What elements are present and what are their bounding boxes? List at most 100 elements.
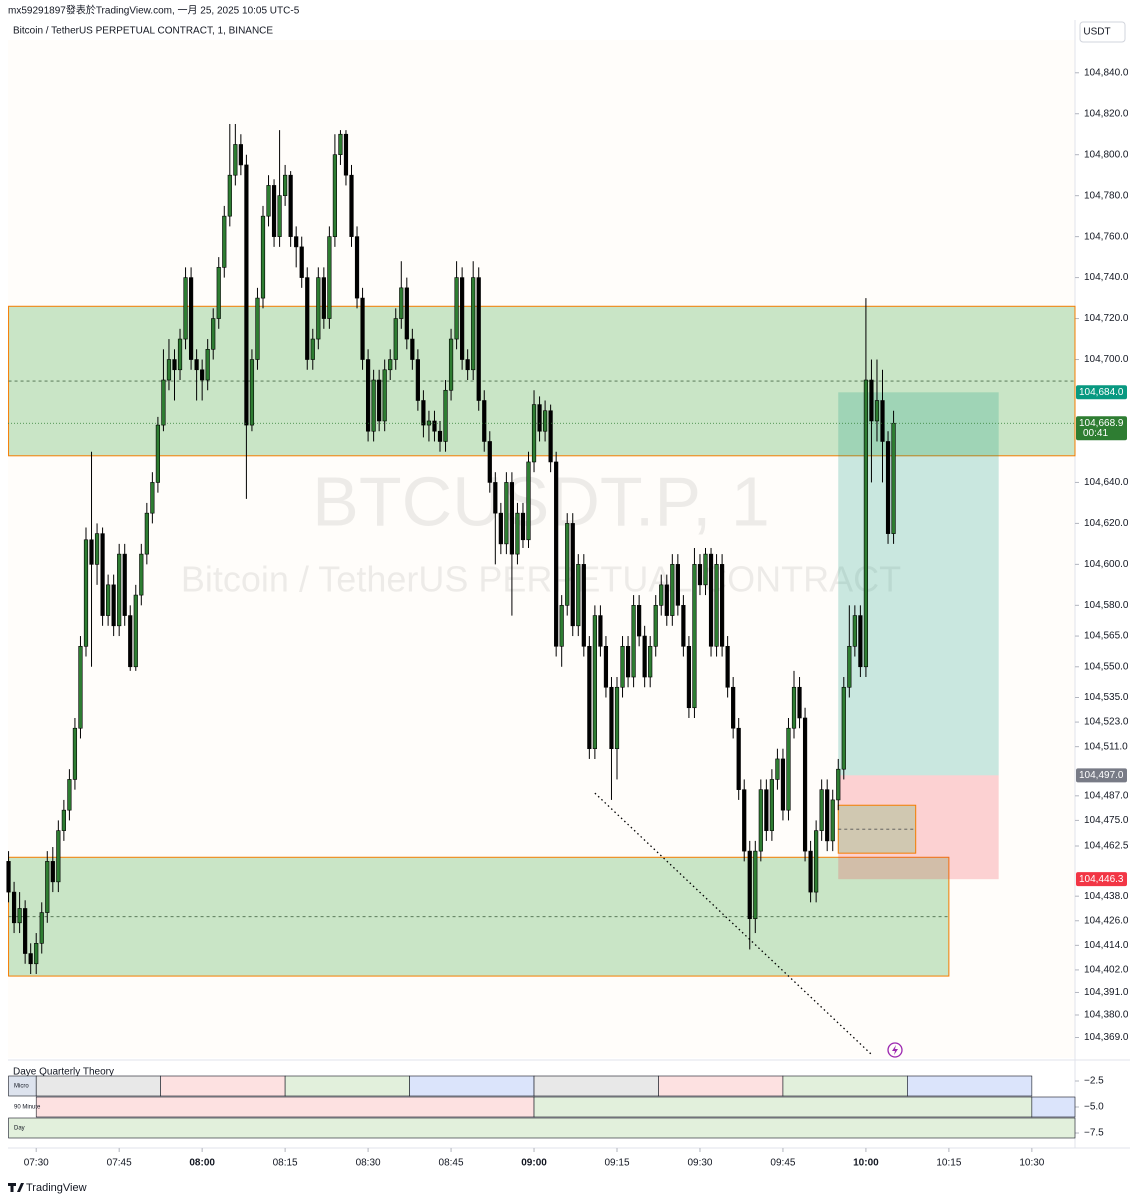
candle-body bbox=[332, 154, 338, 237]
quarter-segment bbox=[1031, 1096, 1076, 1118]
candle-body bbox=[89, 539, 94, 565]
candle-body bbox=[288, 174, 293, 237]
candle-body bbox=[139, 553, 144, 596]
candle-body bbox=[61, 809, 66, 831]
candle-body bbox=[305, 277, 310, 360]
candle-body bbox=[802, 717, 808, 852]
candle-body bbox=[94, 533, 100, 565]
candle-body bbox=[841, 686, 846, 770]
candle-body bbox=[797, 686, 802, 719]
candle-body bbox=[271, 185, 277, 237]
price-label-box bbox=[1076, 872, 1127, 887]
candle-body bbox=[614, 686, 620, 750]
candle-body bbox=[144, 512, 149, 555]
candle-body bbox=[758, 789, 763, 852]
candle-body bbox=[692, 564, 697, 709]
y-tick-label: 104,840.0 bbox=[1084, 67, 1129, 78]
candle-body bbox=[28, 953, 33, 965]
currency[interactable]: USDT bbox=[1083, 27, 1110, 38]
x-tick-label: 08:45 bbox=[439, 1158, 464, 1169]
candle-body bbox=[56, 830, 61, 883]
x-tick-label: 09:30 bbox=[687, 1158, 712, 1169]
candle-body bbox=[227, 174, 232, 217]
candle-body bbox=[415, 359, 420, 401]
trendline bbox=[594, 792, 873, 1056]
y-tick-label: 104,600.0 bbox=[1084, 559, 1129, 570]
candle-body bbox=[17, 908, 22, 924]
candle-body bbox=[659, 584, 664, 606]
y-tick-label: 104,487.0 bbox=[1084, 790, 1129, 801]
row-label: Day bbox=[14, 1126, 25, 1132]
indicator-tick-label: −7.5 bbox=[1084, 1128, 1104, 1139]
candle-body bbox=[343, 133, 349, 176]
candle-body bbox=[681, 605, 686, 647]
candle-body bbox=[714, 564, 719, 647]
candle-body bbox=[260, 215, 266, 299]
candle-body bbox=[133, 594, 138, 668]
currency-box[interactable] bbox=[1079, 21, 1126, 43]
candle-body bbox=[377, 379, 382, 422]
candle-body bbox=[454, 277, 459, 340]
candle-body bbox=[161, 379, 166, 426]
x-tick-label: 08:30 bbox=[356, 1158, 381, 1169]
alert-icon[interactable] bbox=[887, 1042, 903, 1058]
candle-body bbox=[338, 133, 343, 156]
y-tick-label: 104,550.0 bbox=[1084, 661, 1129, 672]
candle-body bbox=[421, 400, 426, 426]
candle-body bbox=[188, 277, 194, 360]
candle-body bbox=[753, 850, 758, 920]
x-tick-label: 09:45 bbox=[770, 1158, 795, 1169]
candle-body bbox=[576, 564, 581, 627]
candle-body bbox=[277, 195, 282, 237]
candle-body bbox=[45, 861, 50, 913]
indicator-title: Daye Quarterly Theory bbox=[13, 1067, 114, 1078]
price-label-box bbox=[1076, 416, 1127, 441]
candle-body bbox=[620, 645, 625, 688]
y-tick-label: 104,535.0 bbox=[1084, 692, 1129, 703]
price-label: 104,497.0 bbox=[1079, 770, 1124, 781]
price-label: 104,684.0 bbox=[1079, 387, 1124, 398]
candle-body bbox=[609, 686, 614, 750]
candle-body bbox=[863, 379, 869, 668]
candle-body bbox=[111, 584, 116, 627]
candle-body bbox=[11, 891, 17, 924]
candle-body bbox=[559, 605, 564, 647]
y-tick-label: 104,700.0 bbox=[1084, 354, 1129, 365]
candle-body bbox=[150, 482, 155, 514]
candle-body bbox=[708, 553, 714, 647]
price-label: 104,446.3 bbox=[1079, 874, 1124, 885]
candle-body bbox=[664, 584, 669, 616]
x-tick-label: 09:00 bbox=[521, 1158, 547, 1169]
candle-body bbox=[238, 144, 243, 166]
candle-body bbox=[244, 164, 249, 426]
candle-body bbox=[34, 942, 39, 965]
candle-body bbox=[825, 789, 830, 842]
candle-body bbox=[880, 400, 885, 442]
candle-body bbox=[703, 553, 708, 586]
quarter-segment bbox=[409, 1075, 535, 1097]
candle-body bbox=[858, 615, 863, 668]
candle-body bbox=[166, 359, 172, 381]
candle-body bbox=[437, 430, 443, 442]
price-label: 104,668.9 bbox=[1079, 418, 1124, 429]
y-tick-label: 104,740.0 bbox=[1084, 272, 1129, 283]
candle-body bbox=[266, 185, 271, 217]
candle-body bbox=[106, 584, 111, 616]
x-tick-label: 10:00 bbox=[853, 1158, 879, 1169]
candle-body bbox=[493, 482, 498, 514]
candle-body bbox=[122, 553, 127, 616]
alert-bolt bbox=[892, 1045, 898, 1055]
candle-body bbox=[100, 533, 105, 616]
y-tick-label: 104,414.0 bbox=[1084, 940, 1129, 951]
candle-body bbox=[642, 635, 647, 678]
candle-body bbox=[382, 369, 387, 422]
candle-body bbox=[625, 645, 631, 678]
candle-body bbox=[554, 461, 559, 647]
candle-body bbox=[504, 482, 509, 545]
candle-body bbox=[830, 799, 835, 842]
y-tick-label: 104,780.0 bbox=[1084, 190, 1129, 201]
candle-body bbox=[697, 564, 703, 586]
y-tick-label: 104,380.0 bbox=[1084, 1010, 1129, 1021]
candle-body bbox=[255, 297, 260, 360]
candle-body bbox=[548, 410, 553, 463]
